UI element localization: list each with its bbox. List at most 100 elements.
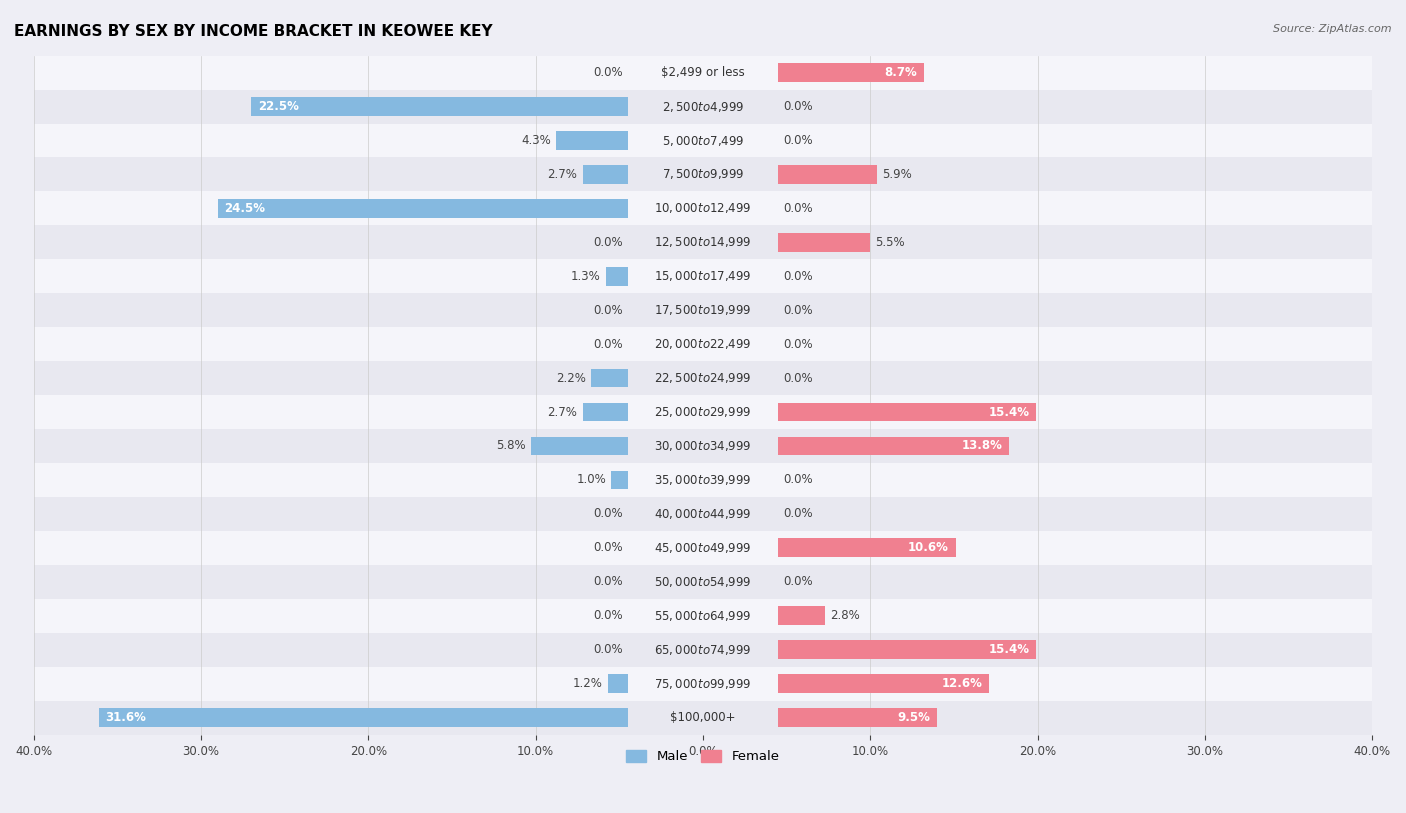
Text: 8.7%: 8.7% [884,66,917,79]
Text: $75,000 to $99,999: $75,000 to $99,999 [654,676,752,690]
Text: 0.0%: 0.0% [593,507,623,520]
Bar [98,708,627,727]
Bar [779,538,956,557]
Text: $17,500 to $19,999: $17,500 to $19,999 [654,303,752,317]
Bar [34,259,1372,293]
Text: 4.3%: 4.3% [522,134,551,147]
Text: 9.5%: 9.5% [898,711,931,724]
Text: $30,000 to $34,999: $30,000 to $34,999 [654,439,752,453]
Text: 0.0%: 0.0% [783,100,813,113]
Bar [779,233,870,252]
Bar [34,429,1372,463]
Bar [34,225,1372,259]
Text: 2.7%: 2.7% [547,406,578,419]
Text: 31.6%: 31.6% [105,711,146,724]
Bar [530,437,627,455]
Text: $5,000 to $7,499: $5,000 to $7,499 [662,133,744,147]
Text: $100,000+: $100,000+ [671,711,735,724]
Text: 0.0%: 0.0% [593,304,623,317]
Text: $65,000 to $74,999: $65,000 to $74,999 [654,642,752,657]
Bar [779,402,1036,421]
Text: Source: ZipAtlas.com: Source: ZipAtlas.com [1274,24,1392,34]
Text: $20,000 to $22,499: $20,000 to $22,499 [654,337,752,351]
Text: 0.0%: 0.0% [783,473,813,486]
Bar [779,641,1036,659]
Text: 0.0%: 0.0% [783,576,813,589]
Text: 24.5%: 24.5% [225,202,266,215]
Text: 5.5%: 5.5% [876,236,905,249]
Bar [34,395,1372,429]
Text: 2.2%: 2.2% [555,372,586,385]
Text: $15,000 to $17,499: $15,000 to $17,499 [654,269,752,283]
Bar [34,633,1372,667]
Bar [34,701,1372,734]
Text: 2.8%: 2.8% [830,609,860,622]
Text: EARNINGS BY SEX BY INCOME BRACKET IN KEOWEE KEY: EARNINGS BY SEX BY INCOME BRACKET IN KEO… [14,24,492,39]
Text: $35,000 to $39,999: $35,000 to $39,999 [654,473,752,487]
Text: 0.0%: 0.0% [593,541,623,554]
Bar [779,674,990,693]
Bar [34,497,1372,531]
Text: 0.0%: 0.0% [783,270,813,283]
Text: 0.0%: 0.0% [593,643,623,656]
Bar [34,361,1372,395]
Text: $50,000 to $54,999: $50,000 to $54,999 [654,575,752,589]
Text: 0.0%: 0.0% [783,304,813,317]
Text: $2,499 or less: $2,499 or less [661,66,745,79]
Text: $55,000 to $64,999: $55,000 to $64,999 [654,609,752,623]
Text: 1.2%: 1.2% [572,677,603,690]
Bar [34,463,1372,497]
Text: $2,500 to $4,999: $2,500 to $4,999 [662,99,744,114]
Text: 22.5%: 22.5% [257,100,298,113]
Text: 0.0%: 0.0% [783,372,813,385]
Text: 0.0%: 0.0% [593,236,623,249]
Bar [606,267,627,285]
Bar [779,606,825,625]
Bar [34,327,1372,361]
Text: $45,000 to $49,999: $45,000 to $49,999 [654,541,752,554]
Legend: Male, Female: Male, Female [621,745,785,768]
Bar [34,55,1372,89]
Text: 15.4%: 15.4% [988,406,1029,419]
Bar [779,63,924,82]
Text: $22,500 to $24,999: $22,500 to $24,999 [654,371,752,385]
Text: $7,500 to $9,999: $7,500 to $9,999 [662,167,744,181]
Text: 15.4%: 15.4% [988,643,1029,656]
Text: $25,000 to $29,999: $25,000 to $29,999 [654,405,752,419]
Text: 5.8%: 5.8% [496,440,526,453]
Bar [582,165,627,184]
Bar [34,191,1372,225]
Text: $12,500 to $14,999: $12,500 to $14,999 [654,235,752,250]
Text: $40,000 to $44,999: $40,000 to $44,999 [654,506,752,521]
Text: 12.6%: 12.6% [942,677,983,690]
Bar [218,199,627,218]
Bar [252,98,627,116]
Text: 0.0%: 0.0% [783,337,813,350]
Bar [779,165,877,184]
Text: $10,000 to $12,499: $10,000 to $12,499 [654,202,752,215]
Text: 0.0%: 0.0% [593,576,623,589]
Bar [779,437,1010,455]
Bar [34,531,1372,565]
Bar [591,369,627,388]
Text: 0.0%: 0.0% [593,66,623,79]
Text: 1.0%: 1.0% [576,473,606,486]
Bar [607,674,627,693]
Text: 1.3%: 1.3% [571,270,600,283]
Text: 0.0%: 0.0% [593,337,623,350]
Text: 0.0%: 0.0% [593,609,623,622]
Bar [779,708,938,727]
Bar [612,471,627,489]
Bar [34,293,1372,327]
Text: 0.0%: 0.0% [783,202,813,215]
Text: 5.9%: 5.9% [882,168,912,181]
Bar [582,402,627,421]
Bar [555,131,627,150]
Text: 0.0%: 0.0% [783,507,813,520]
Bar [34,598,1372,633]
Bar [34,124,1372,158]
Text: 2.7%: 2.7% [547,168,578,181]
Bar [34,89,1372,124]
Text: 13.8%: 13.8% [962,440,1002,453]
Bar [34,565,1372,598]
